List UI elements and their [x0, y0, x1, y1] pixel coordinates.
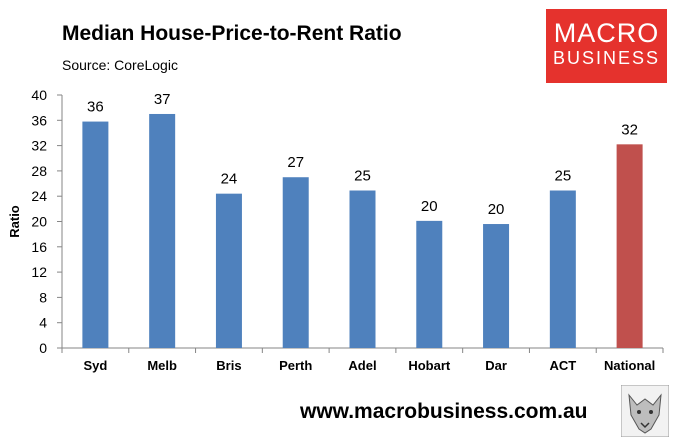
bar-bris [215, 193, 242, 348]
y-tick-label: 24 [31, 188, 47, 204]
data-label: 24 [221, 171, 238, 188]
chart-source: Source: CoreLogic [62, 57, 178, 73]
x-tick-label: Perth [279, 358, 312, 373]
wolf-icon [621, 385, 669, 437]
x-tick-label: Hobart [408, 358, 451, 373]
y-tick-label: 0 [39, 340, 47, 356]
y-tick-label: 20 [31, 214, 47, 230]
y-tick-label: 36 [31, 112, 47, 128]
bar-syd [82, 121, 109, 348]
y-tick-label: 12 [31, 264, 47, 280]
bar-melb [149, 113, 176, 348]
x-tick-label: National [604, 358, 655, 373]
y-tick-label: 40 [31, 87, 47, 103]
data-label: 27 [287, 154, 304, 171]
x-tick-label: Dar [485, 358, 507, 373]
y-tick-label: 16 [31, 239, 47, 255]
website-url: www.macrobusiness.com.au [300, 400, 588, 423]
x-tick-label: Bris [216, 358, 241, 373]
bar-perth [282, 177, 309, 348]
y-tick-label: 32 [31, 138, 47, 154]
bar-dar [483, 224, 510, 348]
bar-hobart [416, 220, 443, 348]
chart-title: Median House-Price-to-Rent Ratio [62, 22, 402, 45]
x-tick-label: Melb [147, 358, 177, 373]
y-tick-label: 28 [31, 163, 47, 179]
bar-national [616, 144, 643, 348]
data-label: 20 [421, 198, 438, 215]
data-label: 25 [554, 168, 571, 185]
logo-line-2: BUSINESS [552, 48, 661, 68]
data-label: 37 [154, 91, 171, 108]
bar-adel [349, 190, 376, 348]
brand-logo: MACRO BUSINESS [546, 9, 667, 83]
bar-act [549, 190, 576, 348]
data-label: 32 [621, 121, 638, 138]
data-label: 25 [354, 168, 371, 185]
x-tick-label: ACT [549, 358, 576, 373]
y-axis-title: Ratio [7, 205, 22, 238]
x-tick-label: Adel [348, 358, 376, 373]
y-tick-label: 8 [39, 289, 47, 305]
y-tick-label: 4 [39, 315, 47, 331]
data-label: 36 [87, 99, 104, 116]
logo-line-1: MACRO [553, 18, 660, 48]
x-tick-label: Syd [83, 358, 107, 373]
data-label: 20 [488, 201, 505, 218]
